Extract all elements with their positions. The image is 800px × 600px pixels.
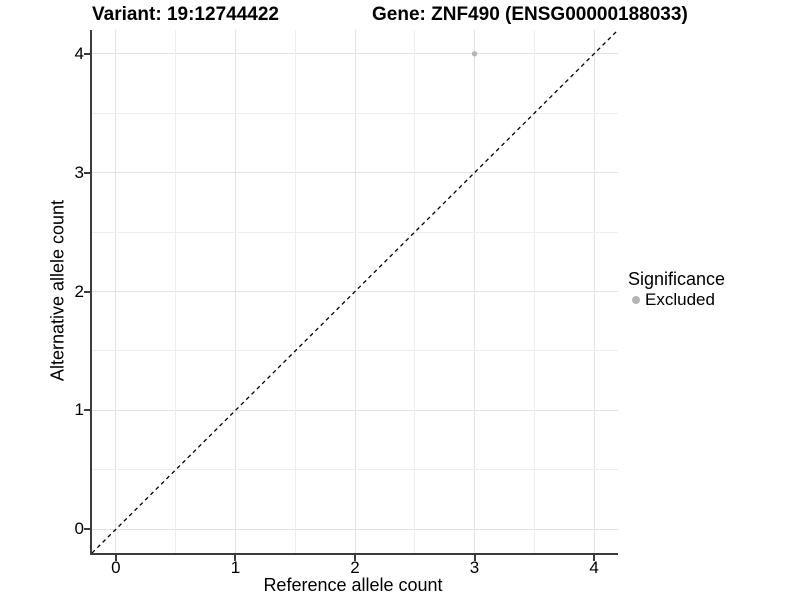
legend-title: Significance	[628, 269, 726, 289]
legend: Significance Excluded	[628, 268, 725, 309]
y-tick-label: 0	[74, 519, 84, 539]
gridline-x-minor	[294, 30, 296, 553]
y-tick-mark	[84, 409, 90, 412]
gridline-x-minor	[175, 30, 177, 553]
x-tick-mark	[234, 555, 237, 561]
variant-title: Variant: 19:12744422	[92, 4, 279, 25]
x-tick-label: 2	[350, 558, 360, 577]
gridline-x-major	[593, 30, 595, 553]
x-tick-mark	[114, 555, 117, 561]
y-tick-label: 2	[74, 281, 84, 301]
gridline-y-minor	[92, 112, 618, 114]
x-tick-label: 3	[469, 558, 480, 577]
y-tick-mark	[84, 52, 90, 55]
y-tick-label: 1	[74, 400, 84, 420]
y-tick-mark	[84, 290, 90, 293]
x-tick-label: 1	[230, 558, 241, 577]
gridline-x-major	[234, 30, 236, 553]
gene-title: Gene: ZNF490 (ENSG00000188033)	[372, 4, 688, 25]
gridline-y-minor	[92, 350, 618, 352]
legend-entry: Excluded	[628, 291, 725, 309]
y-tick-label: 4	[74, 43, 84, 63]
gridline-x-major	[474, 30, 476, 553]
y-tick-mark	[84, 171, 90, 174]
plot-panel	[90, 30, 618, 555]
x-tick-mark	[473, 555, 476, 561]
gridline-x-minor	[414, 30, 416, 553]
data-point	[471, 51, 478, 57]
gridline-x-major	[115, 30, 117, 553]
legend-key-dot	[632, 296, 640, 304]
gridline-y-minor	[92, 231, 618, 233]
identity-line	[92, 30, 618, 553]
y-tick-label: 3	[74, 162, 84, 182]
x-axis-title: Reference allele count	[263, 575, 443, 595]
x-tick-mark	[593, 555, 596, 561]
gridline-x-minor	[533, 30, 535, 553]
x-tick-label: 4	[589, 558, 599, 577]
x-tick-mark	[354, 555, 356, 561]
gridline-y-minor	[92, 469, 618, 471]
x-tick-label: 0	[111, 558, 121, 577]
y-tick-mark	[84, 528, 90, 531]
legend-label: Excluded	[645, 290, 715, 309]
plot-canvas	[92, 30, 618, 553]
